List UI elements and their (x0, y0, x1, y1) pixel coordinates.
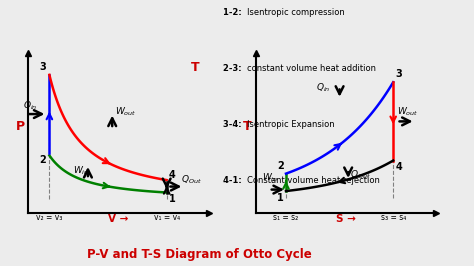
Text: Isentropic Expansion: Isentropic Expansion (247, 120, 335, 129)
Text: 1: 1 (169, 194, 175, 204)
Text: 1-2:: 1-2: (223, 8, 245, 17)
Text: constant volume heat addition: constant volume heat addition (247, 64, 376, 73)
Text: $Q_{in}$: $Q_{in}$ (316, 82, 330, 94)
Y-axis label: T: T (243, 120, 252, 133)
Text: 3-4:: 3-4: (223, 120, 244, 129)
Text: $W_{out}$: $W_{out}$ (398, 105, 419, 118)
Text: $Q_{Out}$: $Q_{Out}$ (350, 169, 371, 181)
Text: $Q_{in}$: $Q_{in}$ (23, 99, 38, 112)
X-axis label: S →: S → (336, 214, 356, 224)
Text: s₃ = s₄: s₃ = s₄ (381, 213, 406, 222)
Text: T: T (191, 61, 200, 74)
Y-axis label: P: P (16, 120, 25, 133)
Text: v₂ = v₃: v₂ = v₃ (36, 213, 63, 222)
Text: Constant volume heat rejection: Constant volume heat rejection (247, 176, 380, 185)
Text: 2: 2 (39, 155, 46, 165)
Text: 2-3:: 2-3: (223, 64, 244, 73)
Text: 1: 1 (277, 193, 284, 203)
Text: $W_{in}$: $W_{in}$ (73, 165, 90, 177)
Text: $Q_{Out}$: $Q_{Out}$ (182, 173, 202, 186)
Text: v₁ = v₄: v₁ = v₄ (154, 213, 180, 222)
Text: $W_{in}$: $W_{in}$ (263, 172, 279, 184)
Text: 3: 3 (39, 62, 46, 72)
Text: 4: 4 (395, 162, 402, 172)
Text: 4-1:: 4-1: (223, 176, 245, 185)
Text: 4: 4 (169, 170, 175, 180)
Text: $W_{out}$: $W_{out}$ (115, 105, 137, 118)
Text: s₁ = s₂: s₁ = s₂ (273, 213, 299, 222)
X-axis label: V →: V → (109, 214, 128, 224)
Text: 2: 2 (277, 161, 284, 171)
Text: Isentropic compression: Isentropic compression (247, 8, 345, 17)
Text: 3: 3 (395, 69, 402, 79)
Text: P-V and T-S Diagram of Otto Cycle: P-V and T-S Diagram of Otto Cycle (87, 248, 311, 261)
